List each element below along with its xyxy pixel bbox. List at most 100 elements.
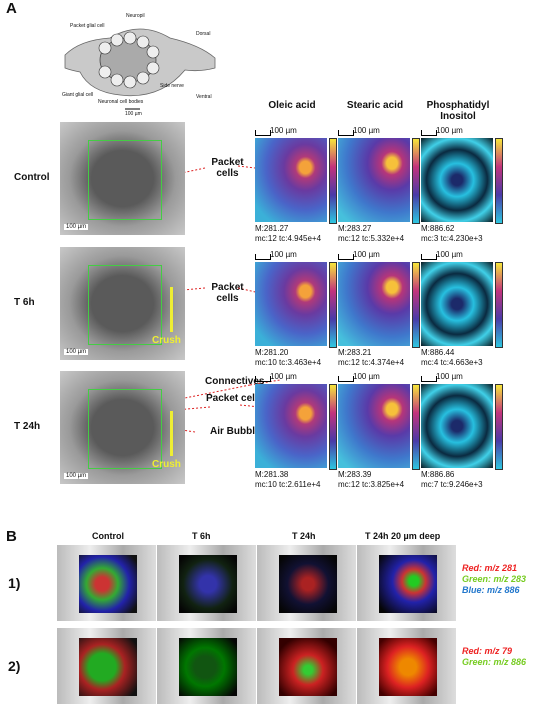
ms-image [255,262,327,346]
ms-image [421,138,493,222]
ms-image [421,384,493,468]
crush-label: Crush [152,335,181,346]
column-header: Oleic acid [268,100,316,111]
column-header: Control [92,531,124,541]
ms-scale: 100 µm [436,372,463,381]
ms-image [421,262,493,346]
ms-overlay [279,555,337,613]
ms-overlay [179,555,237,613]
row-label: T 24h [14,421,41,432]
scale-tick [338,376,354,382]
caption: M:281.27 [255,224,289,233]
caption: mc:12 tc:5.332e+4 [338,234,405,243]
ms-scale: 100 µm [270,126,297,135]
micrograph-scale: 100 µm [64,349,89,355]
caption: mc:10 tc:2.611e+4 [255,480,321,489]
annotation: Connectives [205,376,265,387]
colorbar [412,262,420,348]
row-label: 2) [8,658,21,674]
legend-entry: Green: m/z 886 [462,657,527,667]
colorbar [412,384,420,470]
crush-bar [170,411,173,456]
ms-image [338,138,410,222]
diagram-label: Packet glial cell [70,23,105,29]
scale-tick [255,254,271,260]
scale-tick [421,130,437,136]
colorbar [495,262,503,348]
colorbar [495,138,503,224]
scale-tick [338,130,354,136]
ms-image [338,262,410,346]
ms-scale: 100 µm [436,126,463,135]
scale-tick [421,254,437,260]
ms-image [255,138,327,222]
ms-image [338,384,410,468]
legend-entry: Red: m/z 79 [462,646,513,656]
ms-overlay [79,638,137,696]
roi-box [88,140,162,220]
legend-entry: Blue: m/z 886 [462,585,520,595]
row-label: Control [14,172,50,183]
colorbar [412,138,420,224]
ms-scale: 100 µm [353,372,380,381]
crush-label: Crush [152,459,181,470]
column-header: Phosphatidyl Inositol [426,100,490,122]
scale-tick [338,254,354,260]
crush-bar [170,287,173,332]
scale-tick [421,376,437,382]
diagram-label: Neuropil [126,13,145,19]
annotation: Packet cell [206,393,258,404]
colorbar [495,384,503,470]
caption: mc:3 tc:4.230e+3 [421,234,483,243]
ms-scale: 100 µm [353,126,380,135]
column-header: T 24h [292,531,316,541]
caption: mc:12 tc:3.825e+4 [338,480,405,489]
colorbar [329,138,337,224]
diagram [64,28,216,110]
diagram-label: Side nerve [160,83,184,89]
column-header: Stearic acid [346,100,404,111]
colorbar [329,262,337,348]
annotation: Packet cells [211,157,244,179]
column-header: T 24h 20 µm deep [365,531,441,541]
caption: mc:12 tc:4.945e+4 [255,234,322,243]
ms-overlay [379,638,437,696]
row-label: 1) [8,575,21,591]
ms-scale: 100 µm [270,372,297,381]
ms-scale: 100 µm [353,250,380,259]
caption: M:283.39 [338,470,372,479]
diagram-scale: 100 µm [125,111,142,117]
column-header: T 6h [192,531,211,541]
roi-box [88,265,162,345]
caption: M:886.86 [421,470,455,479]
legend-entry: Green: m/z 283 [462,574,527,584]
ms-overlay [279,638,337,696]
caption: M:886.62 [421,224,455,233]
caption: mc:7 tc:9.246e+3 [421,480,483,489]
micrograph-scale: 100 µm [64,224,89,230]
caption: M:886.44 [421,348,455,357]
diagram-label: Giant glial cell [62,92,94,98]
micrograph-scale: 100 µm [64,473,89,479]
ms-overlay [179,638,237,696]
caption: M:283.27 [338,224,372,233]
caption: mc:10 tc:3.463e+4 [255,358,322,367]
panel-label: A [6,0,17,17]
ms-image [255,384,327,468]
colorbar [329,384,337,470]
ms-overlay [379,555,437,613]
caption: M:281.20 [255,348,289,357]
legend-entry: Red: m/z 281 [462,563,518,573]
scale-tick [255,376,271,382]
caption: M:281.38 [255,470,289,479]
scale-tick [255,130,271,136]
annotation: Air Bubble [210,426,261,437]
panel-label: B [6,528,17,545]
caption: mc:4 tc:4.663e+3 [421,358,483,367]
diagram-label: Dorsal [196,31,211,37]
caption: M:283.21 [338,348,372,357]
roi-box [88,389,162,469]
caption: mc:12 tc:4.374e+4 [338,358,405,367]
annotation: Packet cells [211,282,244,304]
